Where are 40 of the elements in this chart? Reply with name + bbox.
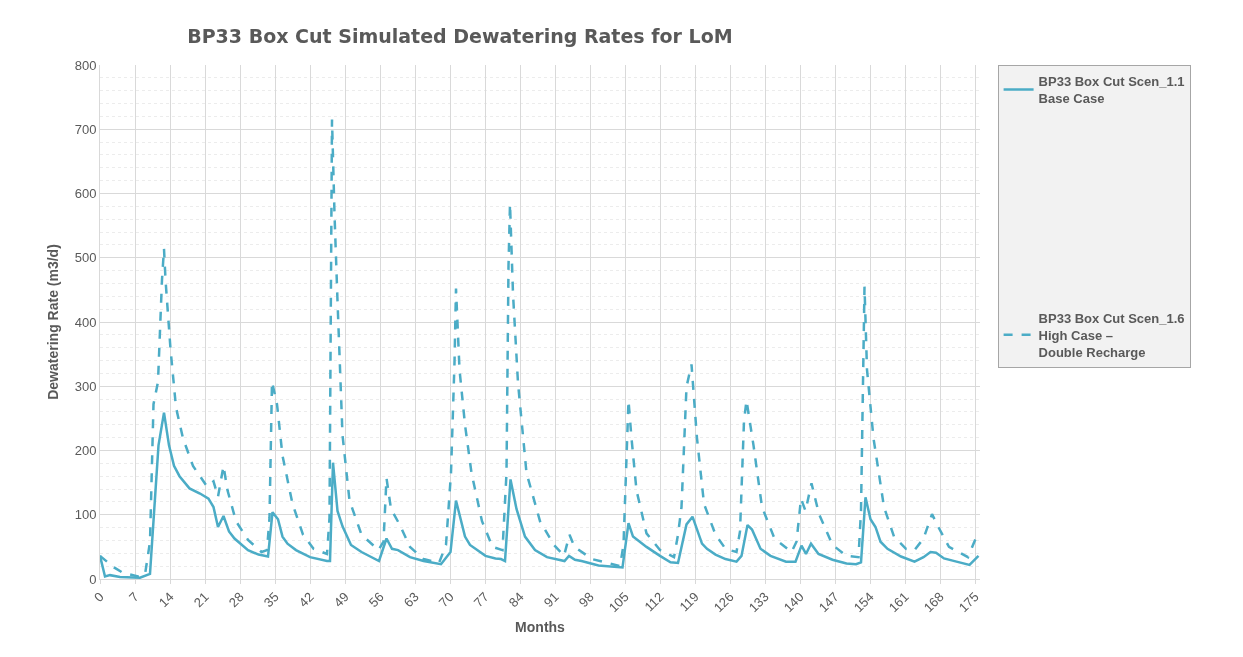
y-tick-label: 200	[74, 443, 97, 459]
x-tick-label: 112	[641, 589, 667, 615]
x-tick-label: 42	[295, 589, 317, 611]
x-tick-label: 147	[815, 589, 842, 616]
x-tick-label: 105	[605, 589, 632, 616]
x-tick-label: 161	[885, 589, 912, 616]
x-tick-label: 133	[745, 589, 772, 616]
x-tick-label: 168	[920, 589, 947, 616]
x-tick-label: 21	[190, 589, 212, 611]
x-tick-label: 154	[850, 589, 877, 616]
legend-label: BP33 Box Cut Scen_1.1 Base Case	[1038, 74, 1185, 106]
x-axis-title: Months	[515, 619, 566, 636]
x-tick-label: 84	[505, 589, 527, 611]
x-tick-label: 140	[780, 589, 807, 616]
y-tick-label: 700	[74, 121, 97, 137]
x-tick-label: 126	[710, 589, 737, 616]
y-tick-label: 600	[74, 186, 97, 202]
x-tick-label: 70	[435, 589, 457, 611]
x-tick-label: 7	[126, 589, 142, 605]
x-tick-label: 0	[91, 589, 107, 605]
x-tick-label: 91	[540, 589, 562, 611]
legend-label: BP33 Box Cut Scen_1.6 High Case – Double Recharge	[1038, 310, 1185, 360]
y-tick-label: 500	[74, 250, 97, 266]
y-tick-label: 0	[89, 571, 97, 587]
x-tick-label: 35	[260, 589, 282, 611]
x-tick-label: 49	[330, 589, 352, 611]
x-tick-label: 98	[575, 589, 597, 611]
x-tick-label: 119	[676, 589, 702, 615]
x-tick-label: 14	[155, 589, 177, 611]
y-tick-label: 300	[74, 378, 97, 394]
x-tick-label: 56	[365, 589, 387, 611]
x-tick-label: 175	[955, 589, 982, 616]
x-tick-label: 28	[225, 589, 247, 611]
y-tick-label: 400	[74, 314, 97, 330]
chart-title: BP33 Box Cut Simulated Dewatering Rates for LoM	[187, 24, 733, 47]
y-tick-label: 100	[74, 507, 97, 523]
x-tick-label: 63	[400, 589, 422, 611]
y-axis-title: Dewatering Rate (m3/d)	[45, 244, 62, 400]
x-tick-label: 77	[470, 589, 492, 611]
y-tick-label: 800	[74, 57, 97, 73]
